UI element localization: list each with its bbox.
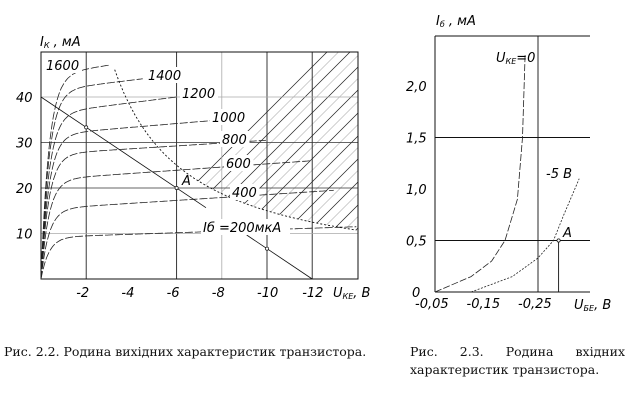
- left-point-a-label: A: [181, 174, 191, 189]
- series-label-minus-5v: -5 В: [546, 167, 572, 182]
- x-tick-label: -6: [167, 286, 180, 301]
- curve-label-bg: [224, 155, 254, 171]
- hatch-line: [191, 52, 359, 231]
- plot-frame: [40, 51, 359, 280]
- hatch-line: [226, 52, 359, 231]
- curve-label: 600: [226, 157, 251, 172]
- x-tick-label: -0,15: [467, 297, 501, 312]
- y-tick-label: 1,5: [406, 132, 427, 147]
- hatch-line: [260, 52, 359, 231]
- output-curve: [40, 119, 222, 280]
- figure-caption-2-3: Рис. 2.3. Родина вхідних характеристик т…: [410, 344, 625, 377]
- hatch-line: [399, 52, 626, 279]
- output-curve: [40, 139, 266, 280]
- hatch-line: [249, 52, 359, 231]
- operating-point-a: [556, 238, 561, 243]
- load-line: [40, 96, 207, 209]
- load-line-point: [84, 125, 89, 130]
- hatch-line: [318, 52, 359, 231]
- output-curve: [40, 78, 143, 280]
- y-tick-label: 30: [16, 137, 33, 152]
- y-tick-label: 40: [16, 91, 33, 106]
- y-tick-label: 1,0: [406, 183, 427, 198]
- x-tick-label: -4: [121, 286, 134, 301]
- output-curve: [40, 189, 334, 280]
- hatch-line: [214, 52, 359, 231]
- x-tick-label: -0,25: [518, 297, 552, 312]
- output-curve: [40, 96, 177, 280]
- load-line: [246, 234, 313, 280]
- curve-label-bg: [44, 57, 82, 73]
- hatch-line: [237, 52, 359, 231]
- hatch-line: [145, 52, 359, 231]
- right-ylabel: Iб , мА: [436, 14, 476, 29]
- figure-caption-2-2: Рис. 2.2. Родина вихідних характеристик …: [4, 344, 367, 359]
- load-line-point: [174, 186, 179, 190]
- output-characteristics-chart: -2 -4 -6 -8 -10 -12 10 20 30 40 Iб =200мкА 400 600 80…: [16, 51, 631, 301]
- hatch-line: [203, 52, 359, 231]
- series-label-uke-0: UКЕ=0: [496, 51, 535, 66]
- x-tick-label: -12: [302, 286, 323, 301]
- left-xlabel: UКЕ, В: [333, 286, 371, 301]
- hatch-line: [283, 52, 359, 231]
- y-tick-label: 10: [16, 228, 33, 243]
- hatch-line: [341, 52, 359, 231]
- input-curve: [434, 55, 526, 293]
- input-curve: [470, 178, 580, 293]
- right-point-a-label: A: [562, 226, 572, 241]
- y-tick-label: 20: [16, 182, 33, 197]
- hatch-line: [411, 52, 631, 279]
- hatch-line: [157, 52, 359, 231]
- hatch-line: [272, 52, 359, 231]
- hatch-line: [365, 52, 592, 279]
- x-tick-label: -8: [212, 286, 225, 301]
- curve-label: 1000: [212, 111, 245, 126]
- curve-label: Iб =200мкА: [203, 221, 281, 236]
- hatch-line: [352, 52, 359, 231]
- max-power-hyperbola: [114, 69, 357, 231]
- output-curve: [40, 226, 357, 280]
- curve-label-bg: [220, 131, 250, 147]
- curve-label-bg: [201, 219, 290, 235]
- hatching: [114, 52, 631, 279]
- y-tick-label: 2,0: [406, 80, 427, 95]
- output-curve: [40, 64, 109, 280]
- right-ytick-label: 0: [412, 286, 420, 301]
- hatch-line: [114, 52, 328, 231]
- hatch-line: [168, 52, 359, 231]
- curve-label: 1400: [148, 69, 181, 84]
- left-ylabel: IК , мА: [40, 35, 81, 50]
- x-tick-label: -2: [76, 286, 89, 301]
- load-line-point: [265, 246, 269, 251]
- curve-label: 1200: [182, 87, 215, 102]
- curve-label: 1600: [46, 59, 79, 74]
- curve-label: 800: [222, 133, 247, 148]
- hatch-line: [422, 52, 631, 279]
- input-characteristics-chart: 0,5 1,0 1,5 2,0 -0,05 -0,15 -0,25: [406, 35, 590, 312]
- x-tick-label: -0,05: [415, 297, 449, 312]
- y-tick-label: 0,5: [406, 235, 427, 250]
- hatch-line: [434, 52, 631, 279]
- hatch-line: [329, 52, 359, 231]
- output-curve: [40, 160, 312, 280]
- curve-label-bg: [230, 184, 260, 200]
- curve-label-bg: [146, 67, 184, 83]
- curve-label-bg: [210, 109, 248, 125]
- x-tick-label: -10: [257, 286, 278, 301]
- right-xlabel: UБЕ, В: [574, 298, 611, 313]
- hatch-line: [180, 52, 359, 231]
- curve-label: 400: [232, 186, 257, 201]
- curve-label-bg: [180, 85, 218, 101]
